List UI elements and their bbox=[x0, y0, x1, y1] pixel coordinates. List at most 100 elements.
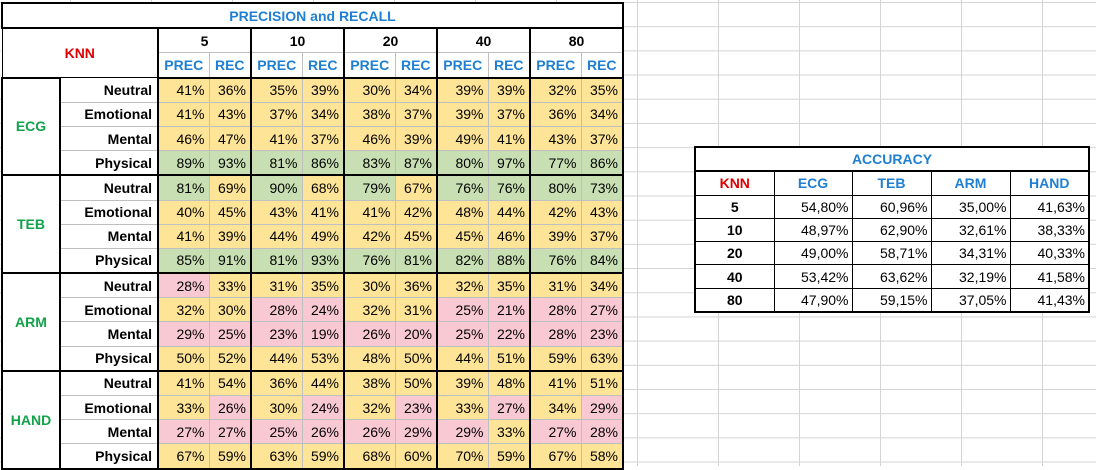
rec-value-cell[interactable]: 81% bbox=[394, 247, 438, 275]
rec-value-cell[interactable]: 33% bbox=[487, 419, 531, 445]
accuracy-value-cell[interactable]: 32,19% bbox=[930, 264, 1011, 289]
accuracy-value-cell[interactable]: 58,71% bbox=[851, 241, 932, 266]
prec-value-cell[interactable]: 37% bbox=[250, 101, 303, 127]
rec-value-cell[interactable]: 44% bbox=[487, 199, 531, 225]
k-header-20[interactable]: 20 bbox=[343, 27, 438, 54]
prec-value-cell[interactable]: 44% bbox=[250, 223, 303, 249]
group-label-ecg[interactable]: ECG bbox=[1, 76, 61, 177]
rec-value-cell[interactable]: 44% bbox=[301, 370, 345, 396]
accuracy-value-cell[interactable]: 53,42% bbox=[773, 264, 853, 289]
rec-value-cell[interactable]: 91% bbox=[208, 247, 252, 275]
prec-value-cell[interactable]: 25% bbox=[250, 419, 303, 445]
rec-header[interactable]: REC bbox=[580, 52, 624, 79]
prec-value-cell[interactable]: 32% bbox=[529, 77, 582, 103]
rec-value-cell[interactable]: 39% bbox=[208, 223, 252, 249]
prec-value-cell[interactable]: 59% bbox=[529, 345, 582, 372]
accuracy-k-value[interactable]: 10 bbox=[694, 217, 775, 243]
prec-value-cell[interactable]: 41% bbox=[343, 199, 396, 225]
rec-value-cell[interactable]: 34% bbox=[580, 272, 624, 299]
prec-value-cell[interactable]: 31% bbox=[250, 272, 303, 299]
prec-value-cell[interactable]: 38% bbox=[343, 370, 396, 396]
rec-value-cell[interactable]: 26% bbox=[301, 419, 345, 445]
rec-value-cell[interactable]: 37% bbox=[301, 125, 345, 152]
rec-value-cell[interactable]: 29% bbox=[394, 419, 438, 445]
prec-value-cell[interactable]: 48% bbox=[343, 345, 396, 372]
prec-value-cell[interactable]: 43% bbox=[250, 199, 303, 225]
knn-corner-label[interactable]: KNN bbox=[1, 27, 159, 79]
prec-header[interactable]: PREC bbox=[343, 52, 396, 79]
rec-value-cell[interactable]: 24% bbox=[301, 297, 345, 323]
rec-value-cell[interactable]: 34% bbox=[394, 77, 438, 103]
row-label[interactable]: Physical bbox=[59, 150, 159, 177]
k-header-10[interactable]: 10 bbox=[250, 27, 345, 54]
prec-value-cell[interactable]: 33% bbox=[157, 394, 210, 421]
prec-value-cell[interactable]: 49% bbox=[436, 125, 489, 152]
rec-value-cell[interactable]: 46% bbox=[487, 223, 531, 249]
prec-value-cell[interactable]: 43% bbox=[529, 125, 582, 152]
accuracy-col-arm[interactable]: ARM bbox=[930, 170, 1011, 196]
group-label-hand[interactable]: HAND bbox=[1, 369, 61, 470]
row-label[interactable]: Mental bbox=[59, 321, 159, 347]
prec-value-cell[interactable]: 50% bbox=[157, 345, 210, 372]
row-label[interactable]: Emotional bbox=[59, 297, 159, 323]
accuracy-value-cell[interactable]: 34,31% bbox=[930, 241, 1011, 266]
rec-value-cell[interactable]: 27% bbox=[487, 394, 531, 421]
accuracy-title[interactable]: ACCURACY bbox=[694, 146, 1090, 173]
rec-value-cell[interactable]: 43% bbox=[208, 101, 252, 127]
rec-value-cell[interactable]: 51% bbox=[487, 345, 531, 372]
prec-value-cell[interactable]: 48% bbox=[436, 199, 489, 225]
prec-value-cell[interactable]: 39% bbox=[529, 223, 582, 249]
accuracy-value-cell[interactable]: 47,90% bbox=[773, 287, 853, 313]
row-label[interactable]: Emotional bbox=[59, 199, 159, 225]
rec-value-cell[interactable]: 19% bbox=[301, 321, 345, 347]
rec-value-cell[interactable]: 23% bbox=[580, 321, 624, 347]
accuracy-col-ecg[interactable]: ECG bbox=[773, 170, 853, 196]
rec-value-cell[interactable]: 26% bbox=[208, 394, 252, 421]
accuracy-k-value[interactable]: 40 bbox=[694, 264, 775, 289]
row-label[interactable]: Neutral bbox=[59, 370, 159, 396]
accuracy-value-cell[interactable]: 41,43% bbox=[1009, 287, 1090, 313]
prec-value-cell[interactable]: 80% bbox=[436, 150, 489, 177]
accuracy-value-cell[interactable]: 62,90% bbox=[851, 217, 932, 243]
row-label[interactable]: Neutral bbox=[59, 174, 159, 201]
rec-value-cell[interactable]: 37% bbox=[580, 125, 624, 152]
accuracy-value-cell[interactable]: 63,62% bbox=[851, 264, 932, 289]
prec-value-cell[interactable]: 38% bbox=[343, 101, 396, 127]
prec-value-cell[interactable]: 76% bbox=[343, 247, 396, 275]
k-header-5[interactable]: 5 bbox=[157, 27, 252, 54]
rec-value-cell[interactable]: 48% bbox=[487, 370, 531, 396]
prec-value-cell[interactable]: 32% bbox=[157, 297, 210, 323]
rec-value-cell[interactable]: 73% bbox=[580, 174, 624, 201]
accuracy-knn-label[interactable]: KNN bbox=[694, 170, 775, 196]
row-label[interactable]: Physical bbox=[59, 443, 159, 470]
rec-value-cell[interactable]: 59% bbox=[487, 443, 531, 470]
accuracy-value-cell[interactable]: 59,15% bbox=[851, 287, 932, 313]
rec-value-cell[interactable]: 22% bbox=[487, 321, 531, 347]
prec-value-cell[interactable]: 39% bbox=[436, 370, 489, 396]
prec-value-cell[interactable]: 41% bbox=[157, 101, 210, 127]
prec-value-cell[interactable]: 76% bbox=[529, 247, 582, 275]
k-header-80[interactable]: 80 bbox=[529, 27, 624, 54]
prec-value-cell[interactable]: 32% bbox=[436, 272, 489, 299]
prec-value-cell[interactable]: 28% bbox=[529, 297, 582, 323]
precision-recall-title[interactable]: PRECISION and RECALL bbox=[1, 1, 624, 30]
prec-value-cell[interactable]: 27% bbox=[157, 419, 210, 445]
prec-value-cell[interactable]: 81% bbox=[250, 247, 303, 275]
prec-value-cell[interactable]: 36% bbox=[250, 370, 303, 396]
rec-value-cell[interactable]: 50% bbox=[394, 370, 438, 396]
prec-value-cell[interactable]: 83% bbox=[343, 150, 396, 177]
prec-value-cell[interactable]: 81% bbox=[157, 174, 210, 201]
prec-value-cell[interactable]: 44% bbox=[250, 345, 303, 372]
rec-value-cell[interactable]: 49% bbox=[301, 223, 345, 249]
rec-value-cell[interactable]: 36% bbox=[208, 77, 252, 103]
accuracy-value-cell[interactable]: 60,96% bbox=[851, 194, 932, 219]
rec-value-cell[interactable]: 39% bbox=[301, 77, 345, 103]
row-label[interactable]: Neutral bbox=[59, 77, 159, 103]
row-label[interactable]: Neutral bbox=[59, 272, 159, 299]
prec-value-cell[interactable]: 80% bbox=[529, 174, 582, 201]
prec-value-cell[interactable]: 89% bbox=[157, 150, 210, 177]
prec-value-cell[interactable]: 77% bbox=[529, 150, 582, 177]
prec-value-cell[interactable]: 23% bbox=[250, 321, 303, 347]
row-label[interactable]: Emotional bbox=[59, 394, 159, 421]
rec-value-cell[interactable]: 45% bbox=[394, 223, 438, 249]
